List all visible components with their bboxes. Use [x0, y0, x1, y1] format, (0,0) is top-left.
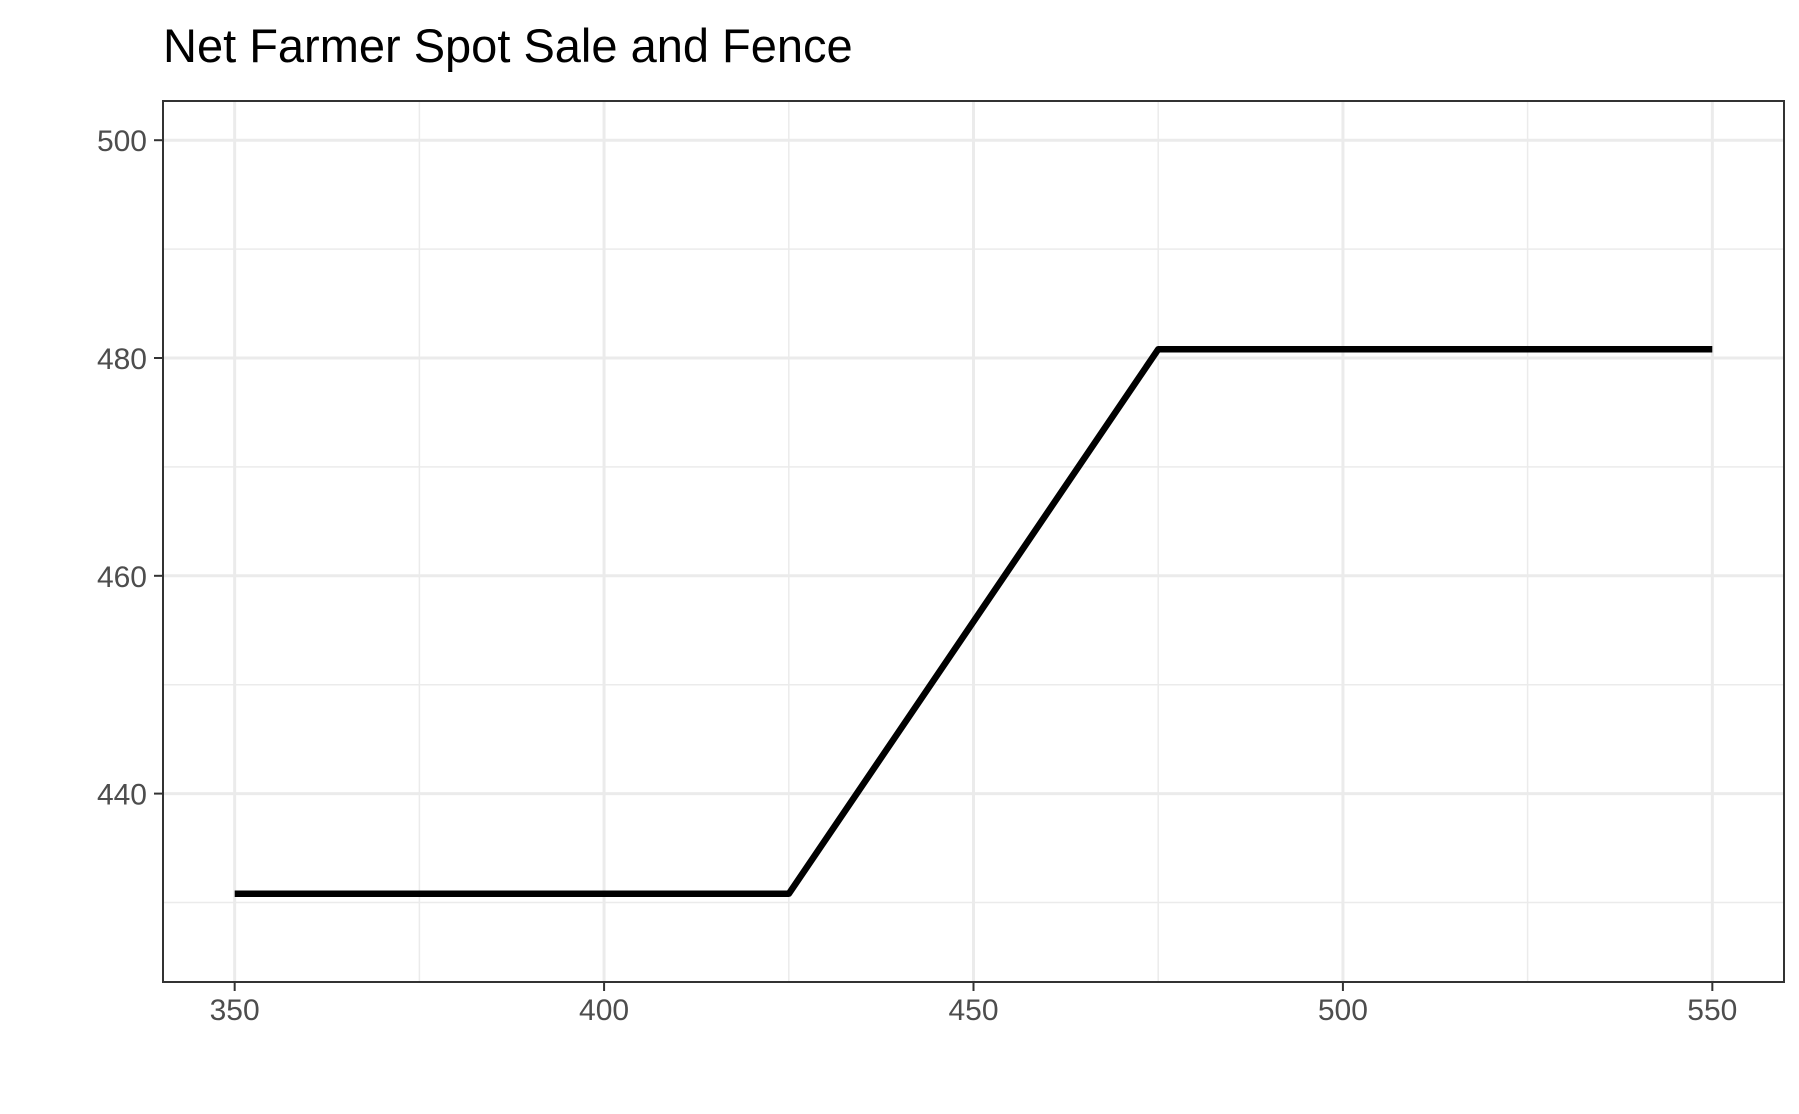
- y-tick-label: 480: [97, 343, 147, 376]
- x-axis: 350 400 450 500 550: [210, 982, 1737, 1027]
- x-tick-label: 400: [579, 994, 629, 1027]
- series-layer: [234, 346, 1713, 898]
- major-gridlines: [163, 101, 1784, 982]
- chart-title: Net Farmer Spot Sale and Fence: [163, 19, 853, 72]
- series-line: [234, 346, 1713, 898]
- x-tick-label: 500: [1318, 994, 1368, 1027]
- y-tick-label: 460: [97, 561, 147, 594]
- x-tick-label: 450: [948, 994, 998, 1027]
- y-tick-label: 440: [97, 779, 147, 812]
- x-tick-label: 350: [210, 994, 260, 1027]
- y-axis: 440 460 480 500: [97, 125, 163, 812]
- y-tick-label: 500: [97, 125, 147, 158]
- x-tick-label: 550: [1687, 994, 1737, 1027]
